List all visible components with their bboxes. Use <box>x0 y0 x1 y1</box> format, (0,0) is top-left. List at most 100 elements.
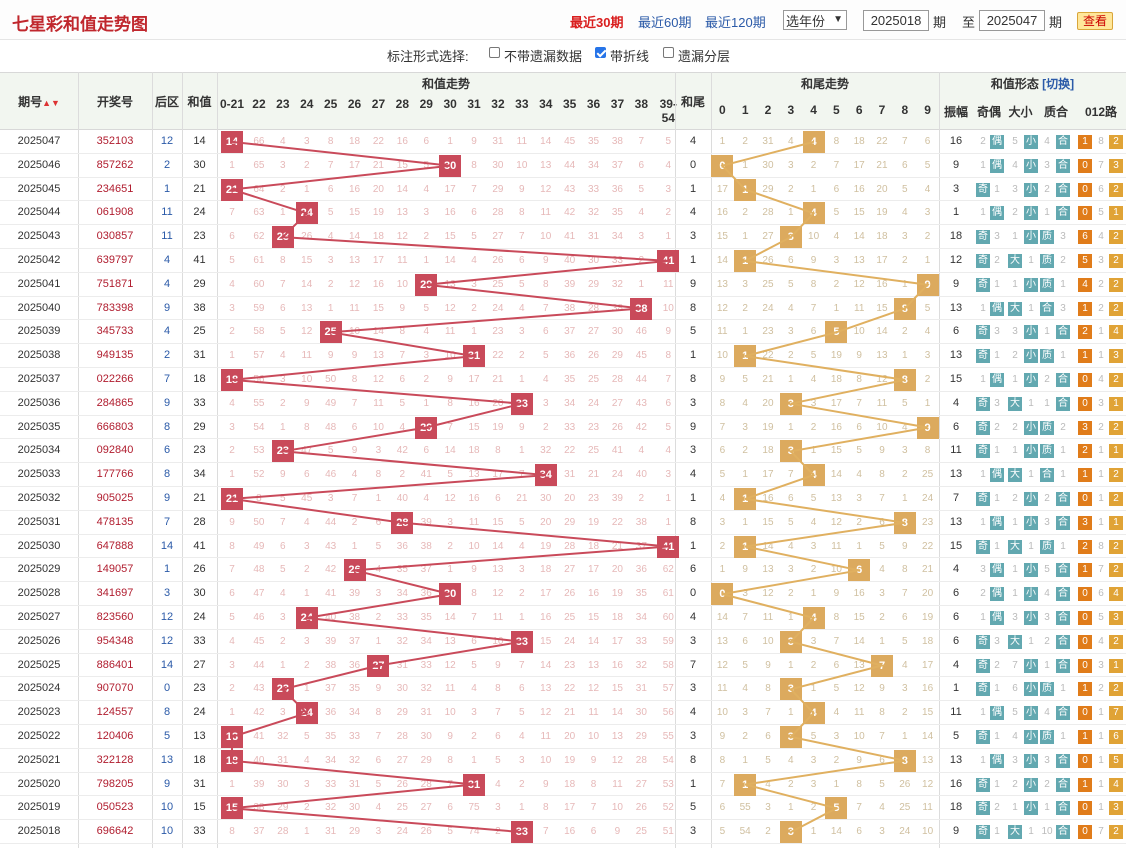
shape-mark: 1 <box>1098 707 1104 719</box>
sum-cell: 23 <box>193 444 206 457</box>
shape-mark: 合 <box>1056 587 1070 602</box>
shape-mark: 1 <box>1078 468 1092 483</box>
sum-missing-cell: 4 <box>638 207 645 219</box>
tail-missing-cell: 12 <box>830 516 842 528</box>
tail-missing-cell: 2 <box>924 374 931 385</box>
sum-missing-cell: 18 <box>348 136 361 147</box>
shape-mark: 质 <box>1040 420 1054 435</box>
sum-missing-cell: 47 <box>253 588 265 600</box>
tail-missing-cell: 11 <box>831 540 842 552</box>
tail-hit-marker: 1 <box>734 535 757 558</box>
tail-missing-cell: 10 <box>853 731 865 742</box>
sum-missing-cell: 9 <box>519 421 525 433</box>
tail-missing-cell: 6 <box>765 731 771 742</box>
no-missing-data-checkbox[interactable] <box>489 47 500 58</box>
tail-missing-cell: 8 <box>833 136 840 147</box>
sum-missing-cell: 3 <box>303 778 310 790</box>
sum-missing-cell: 26 <box>492 255 504 266</box>
amplitude-cell: 6 <box>952 325 960 338</box>
sum-missing-cell: 26 <box>564 588 576 600</box>
shape-mark: 1 <box>1078 682 1092 697</box>
shape-mark: 小 <box>1024 277 1038 292</box>
sum-missing-cell: 13 <box>611 731 623 742</box>
table-row: 2025036 284865 9 33 4 55 2 9 49 7 11 5 1 8 16 20 33 3 34 24… <box>0 392 1126 416</box>
from-issue-input[interactable]: 2025018 <box>863 10 929 31</box>
to-label: 至 <box>962 15 976 30</box>
tail-missing-cell: 4 <box>810 374 817 385</box>
prize-cell: 907070 <box>96 682 134 695</box>
sum-missing-cell: 13 <box>540 683 552 695</box>
shape-mark: 小 <box>1024 753 1038 768</box>
sum-hit-marker: 29 <box>415 273 438 296</box>
polyline-checkbox[interactable] <box>595 47 606 58</box>
sum-missing-cell: 32 <box>635 659 647 671</box>
shape-mark: 3 <box>994 397 1000 409</box>
sum-col-header: 27 <box>371 97 386 111</box>
sum-missing-cell: 6 <box>590 826 597 838</box>
tail-missing-cell: 7 <box>833 635 840 647</box>
shape-mark: 1 <box>1078 563 1092 578</box>
shape-mark: 2 <box>1012 350 1018 362</box>
tail-missing-cell: 1 <box>856 540 862 552</box>
sum-missing-cell: 31 <box>396 659 408 671</box>
tail-missing-cell: 2 <box>742 731 748 742</box>
sum-missing-cell: 33 <box>325 778 337 790</box>
tail-missing-cell: 1 <box>902 731 908 742</box>
tail-missing-cell: 3 <box>879 588 885 600</box>
sum-missing-cell: 29 <box>611 350 623 362</box>
shape-mark: 1 <box>1078 730 1092 744</box>
sum-cell: 24 <box>193 611 206 623</box>
issue-header[interactable]: 期号▲▼ <box>18 95 60 109</box>
to-issue-input[interactable]: 2025047 <box>979 10 1045 31</box>
tail-missing-cell: 7 <box>765 707 771 719</box>
sum-missing-cell: 6 <box>351 421 358 433</box>
sum-missing-cell: 28 <box>611 374 623 385</box>
shape-mark: 奇 <box>976 730 990 744</box>
sum-trend-header: 和值走势 <box>421 77 470 91</box>
tail-hit-marker: 3 <box>779 392 802 415</box>
year-select[interactable]: 选年份 ▼ <box>783 10 847 30</box>
tail-missing-cell: 3 <box>742 421 748 433</box>
query-button[interactable]: 查看 <box>1077 12 1113 30</box>
missing-layer-label: 遗漏分层 <box>678 49 731 64</box>
switch-link[interactable]: [切换] <box>1042 77 1075 91</box>
shape-mark: 1 <box>980 612 986 623</box>
sum-missing-cell: 17 <box>348 159 361 171</box>
shape-mark: 1 <box>994 278 1000 290</box>
sum-hit-marker: 29 <box>415 416 438 439</box>
sum-missing-cell: 5 <box>280 493 286 504</box>
back-header: 后区 <box>154 95 179 109</box>
tail-missing-cell: 10 <box>808 231 820 243</box>
sum-missing-cell: 4 <box>327 231 334 243</box>
tail-missing-cell: 5 <box>765 754 771 766</box>
range-30-link[interactable]: 最近30期 <box>570 15 624 30</box>
column-divider <box>152 72 153 848</box>
sum-missing-cell: 25 <box>396 802 408 814</box>
sum-missing-cell: 37 <box>611 159 623 171</box>
tail-missing-cell: 3 <box>788 564 794 576</box>
sum-missing-cell: 27 <box>492 231 504 243</box>
range-60-link[interactable]: 最近60期 <box>638 15 692 30</box>
sum-missing-cell: 21 <box>611 540 623 552</box>
shape-mark: 偶 <box>990 563 1004 578</box>
issue-cell: 2025033 <box>17 468 61 481</box>
sum-missing-cell: 24 <box>587 397 600 409</box>
tail-missing-cell: 23 <box>922 516 934 528</box>
sum-missing-cell: 34 <box>564 397 576 409</box>
sum-missing-cell: 10 <box>348 326 361 338</box>
sum-missing-cell: 17 <box>611 635 623 647</box>
sum-missing-cell: 8 <box>351 374 358 385</box>
prize-cell: 647888 <box>96 539 134 552</box>
tail-missing-cell: 3 <box>833 731 840 742</box>
shape-mark: 小 <box>1024 182 1038 197</box>
missing-layer-checkbox[interactable] <box>663 47 674 58</box>
sum-missing-cell: 4 <box>375 564 382 576</box>
sum-missing-cell: 15 <box>348 207 361 219</box>
amplitude-cell: 13 <box>949 515 963 528</box>
tail-missing-cell: 5 <box>810 493 817 504</box>
tail-hit-marker: 5 <box>825 321 848 344</box>
tail-missing-cell: 3 <box>742 278 748 290</box>
range-120-link[interactable]: 最近120期 <box>705 15 766 30</box>
shape-mark: 1 <box>1098 326 1104 338</box>
sum-cell: 29 <box>193 277 206 290</box>
